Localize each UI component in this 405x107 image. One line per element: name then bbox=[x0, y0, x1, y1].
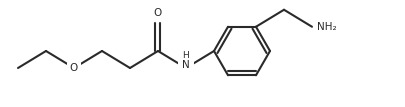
Text: H: H bbox=[182, 51, 189, 59]
Text: N: N bbox=[182, 60, 190, 70]
Bar bbox=[67, 62, 81, 74]
Text: O: O bbox=[153, 8, 162, 18]
Text: NH₂: NH₂ bbox=[316, 22, 336, 32]
Bar bbox=[177, 52, 194, 74]
Text: O: O bbox=[70, 63, 78, 73]
Bar bbox=[312, 20, 336, 33]
